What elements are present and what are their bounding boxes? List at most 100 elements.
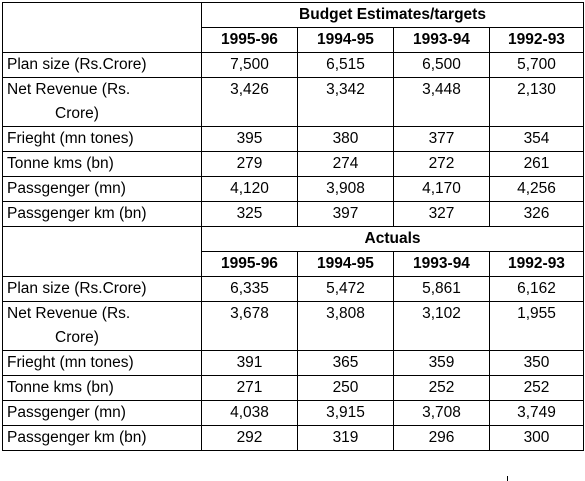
row-label-line: Passgenger (mn) bbox=[7, 180, 126, 197]
row-label-line: Frieght (mn tones) bbox=[7, 354, 134, 371]
row-label: Frieght (mn tones) bbox=[2, 350, 202, 376]
value-cell: 7,500 bbox=[201, 52, 298, 78]
value-cell: 271 bbox=[201, 375, 298, 401]
row-label: Plan size (Rs.Crore) bbox=[2, 276, 202, 302]
value-cell: 5,700 bbox=[489, 52, 584, 78]
value-cell: 3,102 bbox=[393, 301, 490, 351]
year-header: 1992-93 bbox=[489, 27, 584, 53]
value-cell: 2,130 bbox=[489, 77, 584, 127]
row-label: Tonne kms (bn) bbox=[2, 151, 202, 177]
year-header: 1994-95 bbox=[297, 251, 394, 277]
table-row: Plan size (Rs.Crore) 6,335 5,472 5,861 6,162 bbox=[2, 276, 584, 302]
value-cell: 3,426 bbox=[201, 77, 298, 127]
value-cell: 6,335 bbox=[201, 276, 298, 302]
table-row: Plan size (Rs.Crore) 7,500 6,515 6,500 5,700 bbox=[2, 52, 584, 78]
value-cell: 365 bbox=[297, 350, 394, 376]
value-cell: 319 bbox=[297, 425, 394, 451]
value-cell: 3,808 bbox=[297, 301, 394, 351]
value-cell: 4,170 bbox=[393, 176, 490, 202]
value-cell: 3,708 bbox=[393, 400, 490, 426]
table-row: Net Revenue (Rs. Crore) 3,678 3,808 3,102 1,9… bbox=[2, 301, 584, 351]
year-header: 1992-93 bbox=[489, 251, 584, 277]
value-cell: 3,448 bbox=[393, 77, 490, 127]
value-cell: 3,749 bbox=[489, 400, 584, 426]
value-cell: 274 bbox=[297, 151, 394, 177]
row-label-line: Frieght (mn tones) bbox=[7, 130, 134, 147]
value-cell: 252 bbox=[393, 375, 490, 401]
actuals-heading: Actuals bbox=[201, 226, 584, 252]
table-row: Tonne kms (bn) 279 274 272 261 bbox=[2, 151, 584, 177]
row-label: Passgenger (mn) bbox=[2, 176, 202, 202]
row-label-line: Net Revenue (Rs. bbox=[7, 305, 131, 322]
row-label-line: Passgenger km (bn) bbox=[7, 429, 147, 446]
value-cell: 1,955 bbox=[489, 301, 584, 351]
table-row: Net Revenue (Rs. Crore) 3,426 3,342 3,448 2,1… bbox=[2, 77, 584, 127]
budget-corner-cell bbox=[2, 2, 202, 53]
value-cell: 5,472 bbox=[297, 276, 394, 302]
table-row: Frieght (mn tones) 391 365 359 350 bbox=[2, 350, 584, 376]
year-header: 1995-96 bbox=[201, 27, 298, 53]
budget-heading: Budget Estimates/targets bbox=[201, 2, 584, 28]
row-label: Passgenger km (bn) bbox=[2, 425, 202, 451]
row-label-line: Passgenger km (bn) bbox=[7, 205, 147, 222]
row-label-line: Tonne kms (bn) bbox=[7, 379, 114, 396]
year-header: 1993-94 bbox=[393, 251, 490, 277]
value-cell: 261 bbox=[489, 151, 584, 177]
value-cell: 395 bbox=[201, 126, 298, 152]
value-cell: 350 bbox=[489, 350, 584, 376]
value-cell: 380 bbox=[297, 126, 394, 152]
value-cell: 326 bbox=[489, 201, 584, 227]
row-label-line: Passgenger (mn) bbox=[7, 404, 126, 421]
value-cell: 252 bbox=[489, 375, 584, 401]
row-label: Net Revenue (Rs. Crore) bbox=[2, 77, 202, 127]
row-label: Tonne kms (bn) bbox=[2, 375, 202, 401]
value-cell: 5,861 bbox=[393, 276, 490, 302]
row-label: Passgenger (mn) bbox=[2, 400, 202, 426]
value-cell: 6,515 bbox=[297, 52, 394, 78]
row-label-line: Plan size (Rs.Crore) bbox=[7, 56, 147, 73]
value-cell: 250 bbox=[297, 375, 394, 401]
value-cell: 3,908 bbox=[297, 176, 394, 202]
value-cell: 377 bbox=[393, 126, 490, 152]
value-cell: 327 bbox=[393, 201, 490, 227]
actuals-years-row: 1995-96 1994-95 1993-94 1992-93 bbox=[3, 251, 584, 277]
value-cell: 292 bbox=[201, 425, 298, 451]
value-cell: 359 bbox=[393, 350, 490, 376]
value-cell: 354 bbox=[489, 126, 584, 152]
row-label: Net Revenue (Rs. Crore) bbox=[2, 301, 202, 351]
row-label: Passgenger km (bn) bbox=[2, 201, 202, 227]
row-label-line: Net Revenue (Rs. bbox=[7, 81, 131, 98]
budget-years-row: 1995-96 1994-95 1993-94 1992-93 bbox=[3, 27, 584, 53]
value-cell: 6,162 bbox=[489, 276, 584, 302]
row-label-line: Plan size (Rs.Crore) bbox=[7, 280, 147, 297]
table-row: Passgenger km (bn) 292 319 296 300 bbox=[2, 425, 584, 451]
table-row: Passgenger km (bn) 325 397 327 326 bbox=[2, 201, 584, 227]
value-cell: 3,915 bbox=[297, 400, 394, 426]
actuals-corner-cell bbox=[2, 226, 202, 277]
table-row: Frieght (mn tones) 395 380 377 354 bbox=[2, 126, 584, 152]
year-header: 1993-94 bbox=[393, 27, 490, 53]
value-cell: 4,120 bbox=[201, 176, 298, 202]
actuals-heading-row: Actuals bbox=[2, 226, 584, 277]
value-cell: 296 bbox=[393, 425, 490, 451]
value-cell: 300 bbox=[489, 425, 584, 451]
year-header: 1994-95 bbox=[297, 27, 394, 53]
table-row: Tonne kms (bn) 271 250 252 252 bbox=[2, 375, 584, 401]
value-cell: 272 bbox=[393, 151, 490, 177]
value-cell: 325 bbox=[201, 201, 298, 227]
value-cell: 391 bbox=[201, 350, 298, 376]
value-cell: 4,038 bbox=[201, 400, 298, 426]
value-cell: 6,500 bbox=[393, 52, 490, 78]
row-label-line: Crore) bbox=[55, 329, 99, 346]
railway-statistics-table: Budget Estimates/targets 1995-96 1994-95 19… bbox=[2, 2, 584, 451]
value-cell: 397 bbox=[297, 201, 394, 227]
value-cell: 279 bbox=[201, 151, 298, 177]
row-label: Frieght (mn tones) bbox=[2, 126, 202, 152]
table-row: Passgenger (mn) 4,038 3,915 3,708 3,749 bbox=[2, 400, 584, 426]
year-header: 1995-96 bbox=[201, 251, 298, 277]
value-cell: 4,256 bbox=[489, 176, 584, 202]
table-row: Passgenger (mn) 4,120 3,908 4,170 4,256 bbox=[2, 176, 584, 202]
row-label-line: Tonne kms (bn) bbox=[7, 155, 114, 172]
value-cell: 3,342 bbox=[297, 77, 394, 127]
